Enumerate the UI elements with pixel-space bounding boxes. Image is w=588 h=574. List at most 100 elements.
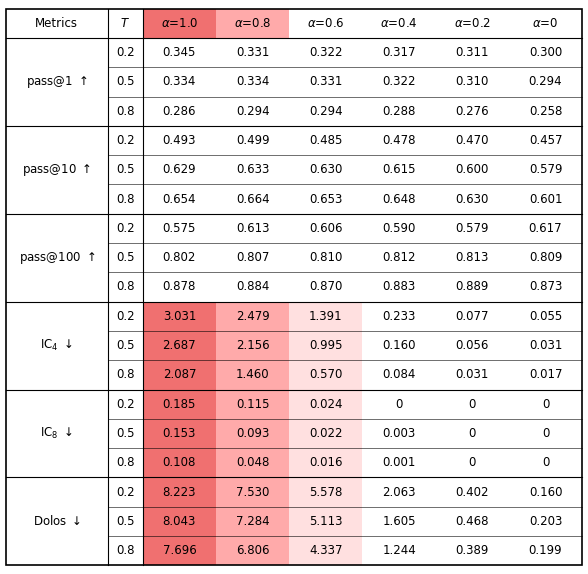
Text: 0.389: 0.389	[456, 544, 489, 557]
Bar	[436, 478, 509, 507]
Bar	[216, 390, 289, 419]
Text: 0.031: 0.031	[456, 369, 489, 381]
Bar	[108, 419, 143, 448]
Bar	[509, 96, 582, 126]
Bar	[362, 478, 436, 507]
Text: 0: 0	[469, 398, 476, 411]
Bar	[216, 214, 289, 243]
Bar	[289, 448, 362, 478]
Bar	[216, 360, 289, 390]
Text: 0.633: 0.633	[236, 163, 269, 176]
Text: $\alpha$=0.6: $\alpha$=0.6	[307, 17, 345, 30]
Bar	[362, 9, 436, 38]
Bar	[289, 126, 362, 155]
Text: 0.579: 0.579	[529, 163, 562, 176]
Bar	[509, 9, 582, 38]
Text: $\alpha$=0.4: $\alpha$=0.4	[380, 17, 418, 30]
Text: 0.878: 0.878	[163, 281, 196, 293]
Text: 0.5: 0.5	[116, 163, 135, 176]
Text: 0.294: 0.294	[309, 104, 343, 118]
Text: pass@1 $\uparrow$: pass@1 $\uparrow$	[26, 74, 88, 90]
Text: IC$_8$ $\downarrow$: IC$_8$ $\downarrow$	[41, 426, 74, 441]
Bar	[289, 507, 362, 536]
Text: 0.160: 0.160	[529, 486, 562, 499]
Bar	[436, 155, 509, 184]
Bar	[108, 9, 143, 38]
Bar	[362, 419, 436, 448]
Text: 0.629: 0.629	[162, 163, 196, 176]
Text: 3.031: 3.031	[163, 310, 196, 323]
Text: 0.5: 0.5	[116, 251, 135, 264]
Bar	[216, 184, 289, 214]
Text: 0.003: 0.003	[382, 427, 416, 440]
Bar	[362, 272, 436, 302]
Text: 0: 0	[469, 456, 476, 470]
Text: 0.493: 0.493	[163, 134, 196, 147]
Bar	[289, 184, 362, 214]
Text: 7.696: 7.696	[162, 544, 196, 557]
Bar	[108, 507, 143, 536]
Text: 0.2: 0.2	[116, 46, 135, 59]
Bar	[362, 360, 436, 390]
Text: 0: 0	[469, 427, 476, 440]
Text: 0.8: 0.8	[116, 369, 135, 381]
Bar	[362, 184, 436, 214]
Bar	[6, 38, 108, 126]
Text: 0.056: 0.056	[456, 339, 489, 352]
Bar	[289, 214, 362, 243]
Bar	[436, 184, 509, 214]
Bar	[108, 360, 143, 390]
Bar	[289, 331, 362, 360]
Bar	[436, 214, 509, 243]
Text: 0.8: 0.8	[116, 281, 135, 293]
Bar	[362, 448, 436, 478]
Text: Metrics: Metrics	[35, 17, 78, 30]
Text: 0.485: 0.485	[309, 134, 343, 147]
Text: 0.048: 0.048	[236, 456, 269, 470]
Bar	[6, 478, 108, 565]
Text: 0.402: 0.402	[456, 486, 489, 499]
Text: 2.156: 2.156	[236, 339, 269, 352]
Text: 0.807: 0.807	[236, 251, 269, 264]
Bar	[436, 38, 509, 67]
Bar	[108, 126, 143, 155]
Bar	[289, 243, 362, 272]
Text: 0.310: 0.310	[456, 75, 489, 88]
Text: 5.578: 5.578	[309, 486, 343, 499]
Bar	[289, 360, 362, 390]
Bar	[108, 536, 143, 565]
Text: 0.115: 0.115	[236, 398, 269, 411]
Text: 0.311: 0.311	[456, 46, 489, 59]
Bar	[216, 272, 289, 302]
Bar	[436, 448, 509, 478]
Bar	[289, 38, 362, 67]
Bar	[362, 331, 436, 360]
Bar	[289, 390, 362, 419]
Text: 0.873: 0.873	[529, 281, 562, 293]
Text: 0.478: 0.478	[382, 134, 416, 147]
Bar	[6, 390, 108, 478]
Bar	[216, 38, 289, 67]
Text: 0.883: 0.883	[382, 281, 416, 293]
Text: pass@10 $\uparrow$: pass@10 $\uparrow$	[22, 162, 91, 178]
Bar	[216, 67, 289, 96]
Bar	[6, 126, 108, 214]
Text: 0.617: 0.617	[529, 222, 562, 235]
Bar	[143, 9, 216, 38]
Text: 0.093: 0.093	[236, 427, 269, 440]
Text: 0.615: 0.615	[382, 163, 416, 176]
Text: 0.809: 0.809	[529, 251, 562, 264]
Bar	[509, 214, 582, 243]
Bar	[436, 536, 509, 565]
Text: 8.223: 8.223	[163, 486, 196, 499]
Text: 0.889: 0.889	[456, 281, 489, 293]
Bar	[216, 331, 289, 360]
Bar	[436, 302, 509, 331]
Bar	[108, 67, 143, 96]
Bar	[108, 331, 143, 360]
Text: 1.244: 1.244	[382, 544, 416, 557]
Text: 0.022: 0.022	[309, 427, 343, 440]
Bar	[216, 419, 289, 448]
Text: 0.590: 0.590	[382, 222, 416, 235]
Bar	[6, 302, 108, 390]
